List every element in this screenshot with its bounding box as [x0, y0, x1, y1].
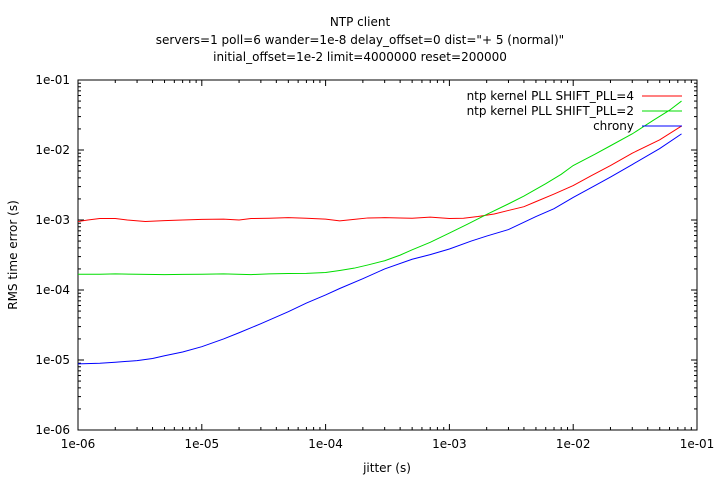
- chart-subtitle-line-1: servers=1 poll=6 wander=1e-8 delay_offse…: [155, 33, 565, 47]
- legend-label-2: ntp kernel PLL SHIFT_PLL=2: [467, 104, 634, 118]
- axes: 1e-06 1e-05 1e-04 1e-03 1e-02 1e-01 1e-06 1e-05…: [35, 73, 714, 451]
- legend-label-1: ntp kernel PLL SHIFT_PLL=4: [467, 89, 634, 103]
- y-tick-label: 1e-03: [35, 213, 70, 227]
- y-tick-label: 1e-04: [35, 283, 70, 297]
- plot-frame: [77, 79, 698, 431]
- legend-label-3: chrony: [593, 119, 634, 133]
- x-tick-label: 1e-05: [184, 437, 219, 451]
- x-tick-label: 1e-01: [680, 437, 715, 451]
- y-axis-label: RMS time error (s): [6, 200, 20, 310]
- series-line-1: [77, 125, 682, 223]
- x-tick-label: 1e-04: [308, 437, 343, 451]
- series-line-3: [77, 133, 682, 365]
- y-tick-label: 1e-05: [35, 353, 70, 367]
- chart-title: NTP client: [329, 15, 391, 29]
- chart-subtitle-line-2: initial_offset=1e-2 limit=4000000 reset=…: [213, 50, 507, 64]
- x-tick-label: 1e-06: [61, 437, 96, 451]
- x-tick-label: 1e-02: [556, 437, 591, 451]
- y-tick-label: 1e-06: [35, 423, 70, 437]
- y-tick-label: 1e-02: [35, 143, 70, 157]
- series-line-2: [78, 100, 682, 276]
- x-axis-label: jitter (s): [362, 461, 411, 475]
- x-tick-label: 1e-03: [432, 437, 467, 451]
- series-lines: [77, 100, 682, 365]
- y-tick-label: 1e-01: [35, 73, 70, 87]
